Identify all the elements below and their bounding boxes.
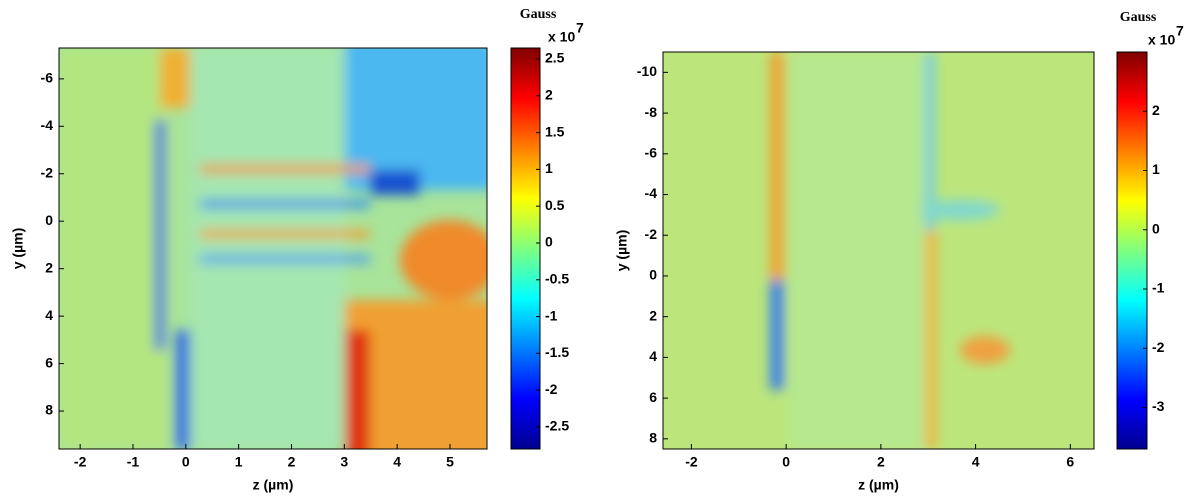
x-tick-label: 0 [782,454,790,470]
y-tick-label: 4 [45,307,53,323]
y-tick-label: 0 [649,267,657,283]
y-tick-label: -2 [41,164,54,180]
y-tick-label: 2 [45,259,53,275]
colorbar-tick-label: -2.5 [545,418,569,434]
y-tick-label: -4 [645,185,658,201]
x-tick-label: -2 [685,454,698,470]
y-tick-label: 6 [45,354,53,370]
x-tick-label: 2 [288,454,296,470]
colorbar-exponent: 7 [1176,23,1184,39]
x-tick-label: -1 [127,454,140,470]
y-axis-label: y (µm) [614,230,630,272]
y-tick-label: 4 [649,348,657,364]
x-tick-label: 2 [877,454,885,470]
colorbar-tick-label: 0 [1152,220,1160,236]
x-axis-label: z (µm) [253,477,294,493]
x-tick-label: 4 [972,454,980,470]
colorbar-tick-label: 0.5 [545,197,565,213]
x-tick-label: 0 [182,454,190,470]
colorbar-label: Gauss [1120,10,1157,25]
y-tick-label: -6 [41,70,54,86]
colorbar-label: Gauss [520,7,557,22]
colorbar-tick-label: -1.5 [545,344,569,360]
colorbar-tick-label: -2 [1152,339,1165,355]
colorbar-tick-label: 1 [545,160,553,176]
y-tick-label: 8 [649,430,657,446]
y-tick-label: -8 [645,104,658,120]
x-tick-label: 4 [393,454,401,470]
plot-frame [662,51,1095,450]
colorbar-tick-label: 0 [545,234,553,250]
y-tick-label: 0 [45,212,53,228]
x-tick-label: 1 [235,454,243,470]
heatmap-image [663,52,1094,449]
y-tick-label: 2 [649,307,657,323]
colorbar-tick-label: -3 [1152,398,1165,414]
x-tick-label: -2 [74,454,87,470]
plot-frame [58,47,488,450]
colorbar-tick-label: 2 [1152,102,1160,118]
y-tick-label: -4 [41,117,54,133]
y-tick-label: 6 [649,389,657,405]
y-tick-label: 8 [45,402,53,418]
colorbar-tick-label: 1.5 [545,123,565,139]
x-axis-label: z (µm) [858,477,899,493]
y-tick-label: -10 [637,63,657,79]
colorbar-multiplier: x 10 [548,29,575,45]
y-axis-label: y (µm) [10,228,26,270]
colorbar-tick-label: 2.5 [545,50,565,66]
y-tick-label: -6 [645,144,658,160]
x-tick-label: 6 [1066,454,1074,470]
colorbar-exponent: 7 [576,20,584,36]
colorbar [1116,51,1148,450]
colorbar-tick-label: -1 [1152,280,1165,296]
colorbar-tick-label: 1 [1152,161,1160,177]
heatmap-image [59,48,487,449]
colorbar-multiplier: x 10 [1148,32,1175,48]
x-tick-label: 5 [446,454,454,470]
colorbar-tick-label: -1 [545,307,558,323]
colorbar-tick-label: -2 [545,381,558,397]
colorbar [510,47,541,450]
y-tick-label: -2 [645,226,658,242]
colorbar-tick-label: -0.5 [545,270,569,286]
x-tick-label: 3 [340,454,348,470]
colorbar-tick-label: 2 [545,87,553,103]
